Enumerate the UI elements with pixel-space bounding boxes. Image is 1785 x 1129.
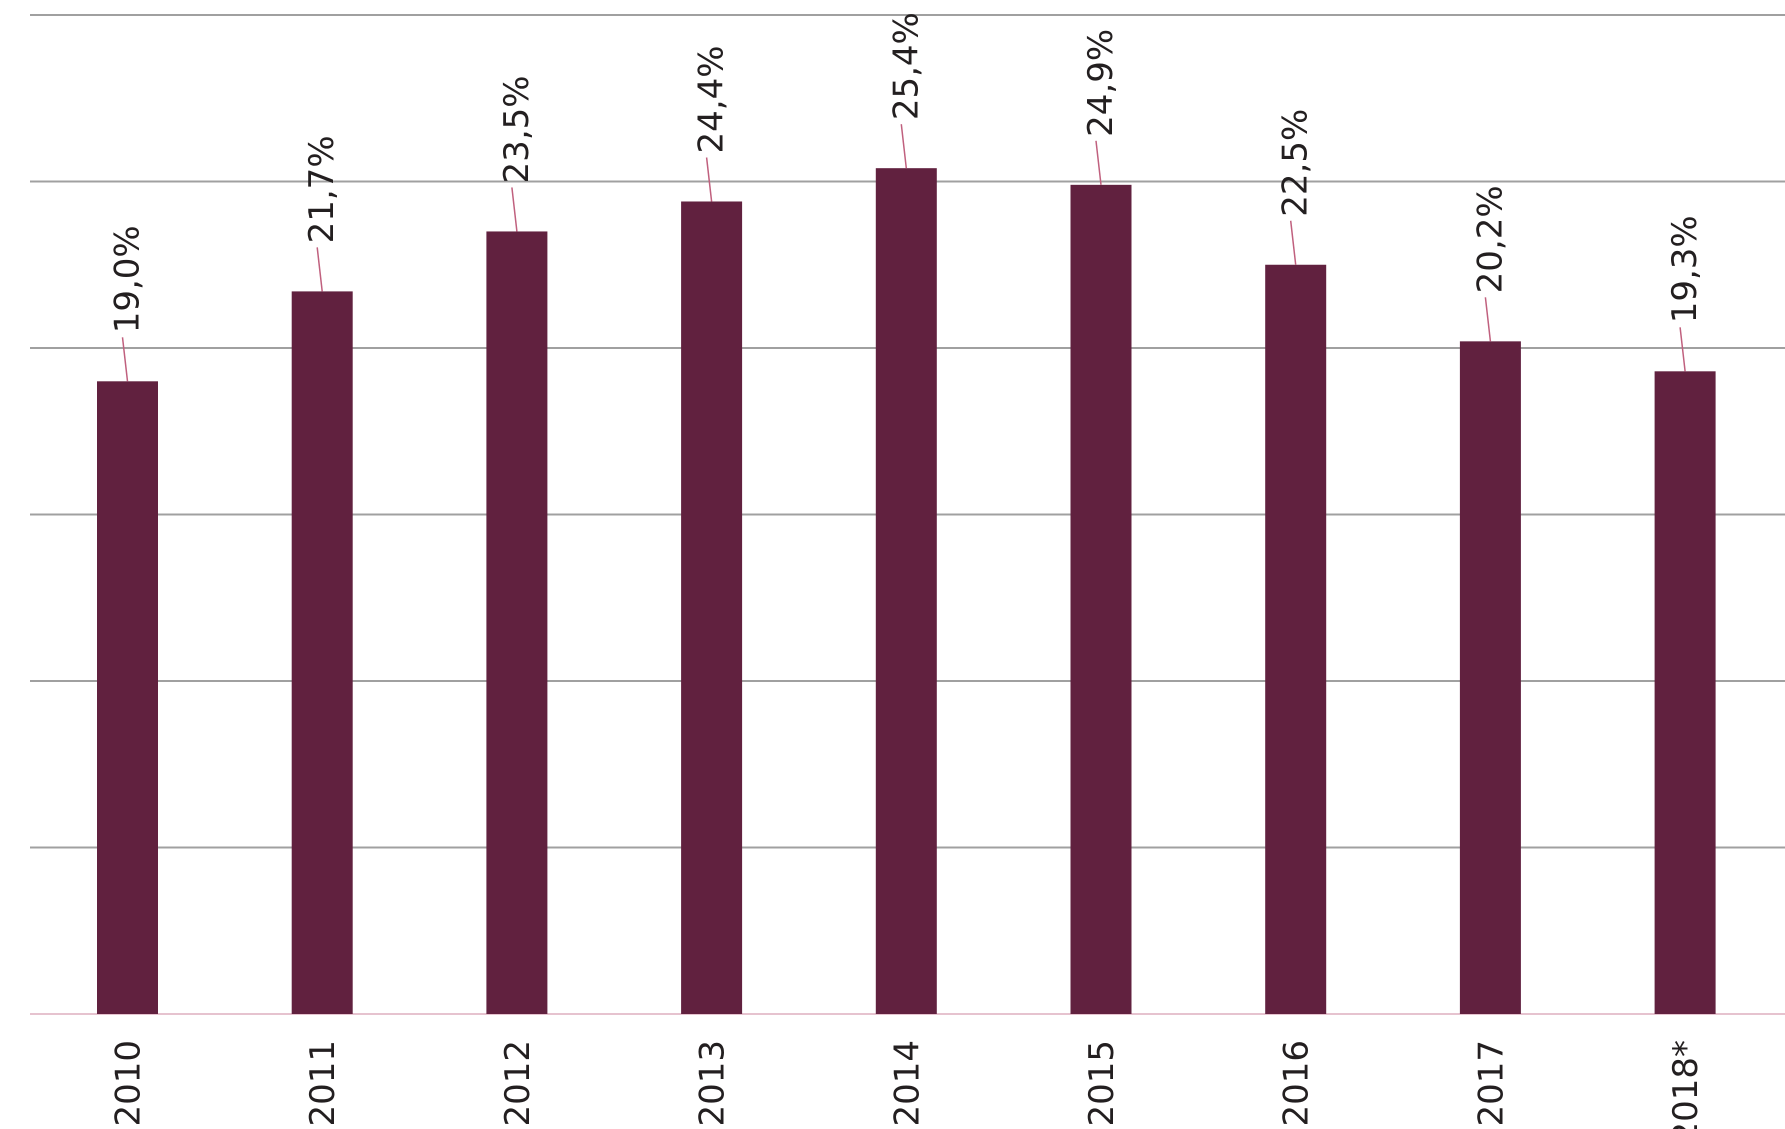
bar [1070,184,1132,1014]
category-label: 2015 [1082,1040,1122,1127]
leader-lines [121,124,1686,382]
leader-line [705,157,713,202]
leader-line [1484,297,1492,342]
value-label: 19,3% [1665,215,1705,323]
value-label: 25,4% [886,12,926,120]
value-label: 24,4% [692,45,732,153]
category-label: 2011 [303,1040,343,1127]
bars [97,168,1716,1015]
leader-line [511,187,518,232]
category-label: 2014 [887,1040,927,1127]
leader-line [316,247,323,292]
bar [486,231,548,1014]
bar [875,168,937,1014]
leader-line [121,337,129,382]
bar [1265,264,1327,1014]
value-label: 19,0% [108,225,148,333]
category-label: 2018* [1666,1040,1706,1129]
value-label: 21,7% [302,135,342,243]
value-label: 22,5% [1276,109,1316,217]
bar [1459,341,1521,1015]
category-label: 2012 [498,1040,538,1127]
category-labels: 2010 2011 2012 2013 2014 2015 2016 2017 2018* [109,1040,1707,1129]
leader-line [900,124,908,169]
category-label: 2016 [1277,1040,1317,1127]
bar [1654,371,1716,1014]
value-labels: 19,0% 21,7% 23,5% 24,4% 25,4% 24,9% 22,5% 20,2%… [108,12,1706,333]
bar [97,381,158,1014]
value-label: 20,2% [1470,185,1510,293]
category-label: 2013 [693,1040,733,1127]
leader-line [1289,220,1297,265]
leader-line [1095,140,1102,185]
bar [681,201,743,1015]
leader-line [1679,327,1686,372]
value-label: 23,5% [497,75,537,183]
value-label: 24,9% [1081,29,1121,137]
category-label: 2017 [1471,1040,1511,1127]
category-label: 2010 [109,1040,149,1127]
bar [291,291,353,1014]
